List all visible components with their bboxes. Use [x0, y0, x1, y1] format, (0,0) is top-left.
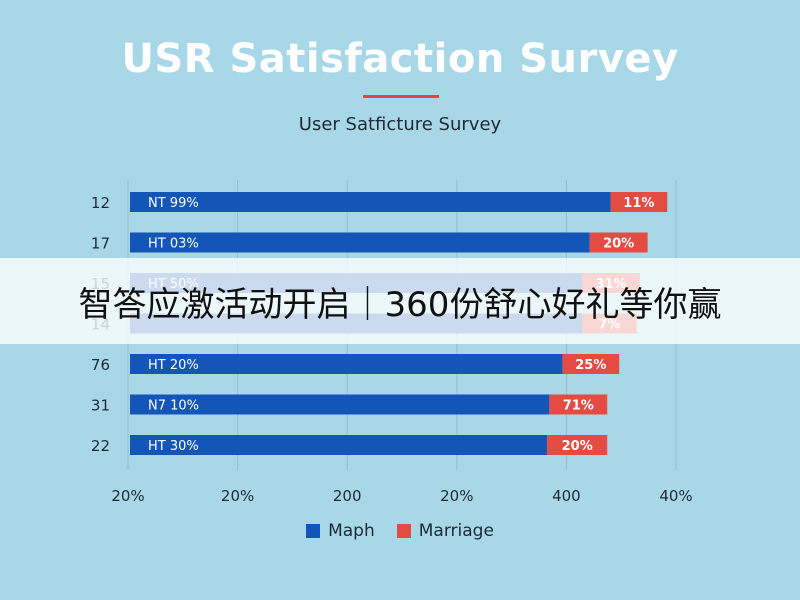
category-label-6: 22	[91, 437, 110, 455]
promo-banner[interactable]: 智答应激活动开启｜360份舒心好礼等你赢	[0, 258, 800, 344]
bar-label-marriage-0: 11%	[623, 196, 654, 211]
chart-title: USR Satisfaction Survey	[121, 36, 679, 82]
category-label-0: 12	[91, 194, 110, 212]
bar-label-maph-6: HT 30%	[148, 439, 199, 454]
chart-subtitle: User Satficture Survey	[298, 114, 502, 135]
legend: Maph Marriage	[0, 521, 800, 541]
title-underline	[363, 95, 439, 98]
category-label-1: 17	[91, 235, 110, 253]
legend-item-marriage: Marriage	[396, 521, 494, 541]
bar-marriage-1	[589, 232, 648, 253]
bar-maph-6	[130, 435, 548, 455]
x-tick-label-2: 200	[333, 487, 362, 505]
legend-label-marriage: Marriage	[418, 521, 494, 541]
x-tick-label-5: 40%	[659, 487, 692, 505]
bar-marriage-5	[549, 394, 608, 415]
legend-item-maph: Maph	[306, 521, 375, 541]
bar-marriage-4	[562, 354, 620, 374]
bar-label-marriage-4: 25%	[575, 358, 606, 373]
x-tick-label-4: 400	[552, 487, 581, 505]
bar-label-maph-5: N7 10%	[148, 399, 199, 414]
x-tick-label-3: 20%	[440, 487, 473, 505]
category-label-5: 31	[91, 397, 110, 415]
bar-label-maph-0: NT 99%	[148, 196, 199, 211]
bar-label-maph-4: HT 20%	[148, 358, 199, 373]
bar-maph-0	[130, 192, 611, 212]
bar-maph-1	[130, 232, 590, 253]
bar-label-marriage-1: 20%	[603, 237, 634, 252]
bar-marriage-0	[610, 192, 668, 212]
bar-label-marriage-6: 20%	[562, 439, 593, 454]
bar-label-marriage-5: 71%	[563, 399, 594, 414]
legend-label-maph: Maph	[328, 521, 375, 541]
x-tick-label-1: 20%	[221, 487, 254, 505]
bar-marriage-6	[547, 435, 608, 455]
legend-swatch-blue	[306, 524, 321, 538]
bar-maph-5	[130, 394, 550, 415]
legend-swatch-red	[396, 524, 411, 538]
bar-label-maph-1: HT 03%	[148, 237, 199, 252]
promo-banner-text: 智答应激活动开启｜360份舒心好礼等你赢	[78, 284, 722, 325]
x-tick-label-0: 20%	[111, 487, 144, 505]
bar-maph-4	[130, 354, 563, 374]
category-label-4: 76	[91, 356, 110, 374]
